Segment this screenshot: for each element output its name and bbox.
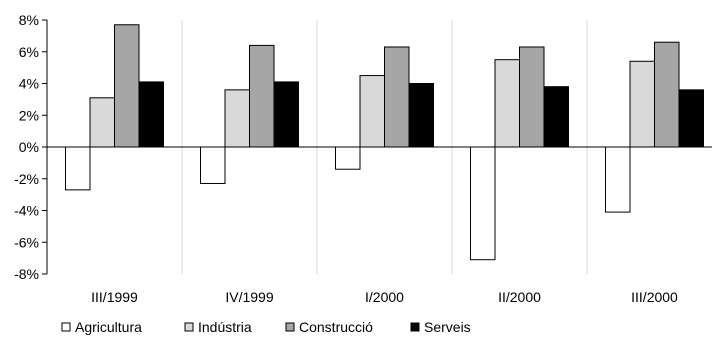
x-axis: III/1999 IV/1999 I/2000 II/2000 III/2000 <box>47 146 712 305</box>
bar-agricultura-III-1999 <box>65 146 91 191</box>
x-tick-label: I/2000 <box>365 289 404 305</box>
bar-serveis-IV-1999 <box>273 81 299 148</box>
y-tick-label: -6% <box>14 234 39 250</box>
legend-swatch-agricultura <box>61 322 71 332</box>
y-tick-label: 2% <box>19 107 39 123</box>
bar-indústria-II-2000 <box>494 59 520 148</box>
bar-agricultura-IV-1999 <box>200 146 226 185</box>
bar-indústria-III-1999 <box>89 97 115 148</box>
y-tick-label: 0% <box>19 139 39 155</box>
bar-agricultura-III-2000 <box>605 146 631 213</box>
bar-agricultura-II-2000 <box>470 146 496 261</box>
y-tick-label: 4% <box>19 76 39 92</box>
legend-swatch-construcció <box>285 322 295 332</box>
x-tick-label: II/2000 <box>498 289 541 305</box>
bar-serveis-I-2000 <box>408 83 434 148</box>
bar-serveis-III-1999 <box>138 81 164 148</box>
legend-swatch-serveis <box>410 322 420 332</box>
legend-label-agricultura: Agricultura <box>75 319 142 335</box>
y-tick-label: -2% <box>14 171 39 187</box>
bar-construcció-III-2000 <box>654 41 680 148</box>
bar-indústria-I-2000 <box>359 75 385 148</box>
y-axis: 8% 6% 4% 2% 0% -2% -4% -6% -8% <box>14 12 48 282</box>
x-tick-label: III/2000 <box>631 289 678 305</box>
legend-label-serveis: Serveis <box>424 319 471 335</box>
y-tick-label: -8% <box>14 266 39 282</box>
legend-swatch-indústria <box>184 322 194 332</box>
legend-label-construcció: Construcció <box>299 319 373 335</box>
bar-indústria-IV-1999 <box>224 89 250 148</box>
x-tick-label: III/1999 <box>91 289 138 305</box>
y-tick-label: 6% <box>19 44 39 60</box>
bar-construcció-I-2000 <box>384 46 410 148</box>
y-tick-label: 8% <box>19 12 39 28</box>
bars <box>65 24 704 261</box>
legend: Agricultura Indústria Construcció Serveis <box>61 319 471 335</box>
bar-serveis-III-2000 <box>678 89 704 148</box>
x-tick-label: IV/1999 <box>225 289 273 305</box>
legend-label-indústria: Indústria <box>198 319 252 335</box>
bar-serveis-II-2000 <box>543 86 569 148</box>
bar-construcció-II-2000 <box>519 46 545 148</box>
bar-construcció-IV-1999 <box>249 44 275 148</box>
bar-construcció-III-1999 <box>114 24 140 148</box>
bar-agricultura-I-2000 <box>335 146 361 170</box>
bar-indústria-III-2000 <box>629 60 655 148</box>
y-tick-label: -4% <box>14 203 39 219</box>
